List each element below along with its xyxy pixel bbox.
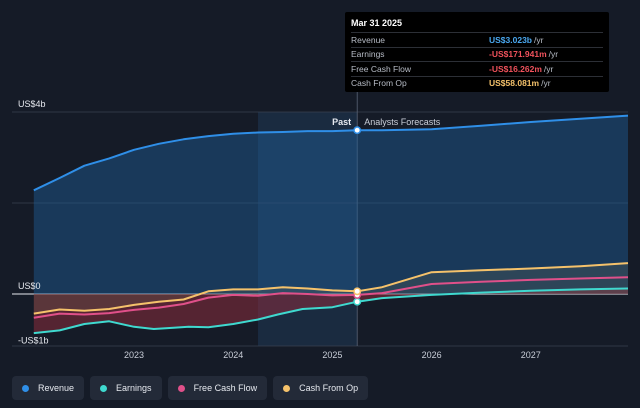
legend-dot-icon: [177, 384, 185, 392]
tooltip-label: Free Cash Flow: [351, 63, 411, 74]
tooltip-row-cash-from-op: Cash From Op US$58.081m /yr: [351, 75, 603, 91]
chart-lines: [33, 114, 629, 335]
legend-label: Free Cash Flow: [193, 383, 258, 393]
tooltip-unit: /yr: [548, 49, 559, 60]
data-tooltip: Mar 31 2025 Revenue US$3.023b /yr Earnin…: [345, 12, 609, 92]
tooltip-row-free-cash-flow: Free Cash Flow -US$16.262m /yr: [351, 61, 603, 76]
y-tick-label: -US$1b: [18, 336, 49, 346]
chart-text: US$4b US$0 -US$1b 2023 2024 2025 2026 2027 Past A…: [18, 99, 541, 360]
x-tick-label: 2023: [124, 350, 144, 360]
legend-dot-icon: [22, 384, 29, 392]
cash-from-op-area: [33, 263, 629, 314]
y-tick-label: US$4b: [18, 99, 46, 109]
x-tick-label: 2026: [422, 350, 442, 360]
tooltip-value: -US$171.941m: [489, 49, 547, 60]
chart-points: [353, 126, 362, 306]
legend-label: Revenue: [38, 383, 75, 393]
forecast-label: Analysts Forecasts: [364, 117, 441, 127]
tooltip-label: Cash From Op: [351, 78, 407, 89]
legend-label: Cash From Op: [299, 383, 359, 393]
tooltip-label: Revenue: [351, 34, 386, 45]
y-tick-label: US$0: [18, 281, 41, 291]
tooltip-row-revenue: Revenue US$3.023b /yr: [351, 32, 603, 47]
past-label: Past: [332, 117, 351, 127]
tooltip-date: Mar 31 2025: [351, 18, 403, 28]
chart-legend: Revenue Earnings Free Cash Flow Cash Fro…: [12, 376, 369, 400]
tooltip-value: US$3.023b: [489, 34, 532, 45]
x-tick-label: 2027: [521, 350, 541, 360]
x-tick-label: 2024: [223, 350, 243, 360]
tooltip-unit: /yr: [543, 63, 554, 74]
legend-item-cash-from-op[interactable]: Cash From Op: [273, 376, 369, 400]
tooltip-unit: /yr: [541, 78, 551, 89]
legend-item-revenue[interactable]: Revenue: [12, 376, 85, 400]
free-cash-flow-line: [33, 276, 629, 319]
chart-areas: [33, 115, 629, 334]
legend-item-free-cash-flow[interactable]: Free Cash Flow: [167, 376, 268, 400]
revenue-point: [353, 126, 362, 135]
revenue-line: [33, 114, 629, 192]
cash-from-op-point: [353, 287, 362, 296]
tooltip-value: US$58.081m: [489, 78, 540, 89]
tooltip-label: Earnings: [351, 49, 385, 60]
legend-item-earnings[interactable]: Earnings: [90, 376, 162, 400]
legend-dot-icon: [283, 384, 291, 392]
tooltip-row-earnings: Earnings -US$171.941m /yr: [351, 46, 603, 62]
revenue-area: [33, 115, 629, 294]
earnings-point: [353, 297, 362, 306]
x-tick-label: 2025: [322, 350, 342, 360]
tooltip-value: -US$16.262m: [489, 63, 542, 74]
cash-from-op-line: [33, 262, 629, 315]
tooltip-unit: /yr: [534, 34, 544, 45]
legend-label: Earnings: [116, 383, 152, 393]
earnings-line: [33, 287, 629, 335]
legend-dot-icon: [100, 384, 108, 392]
